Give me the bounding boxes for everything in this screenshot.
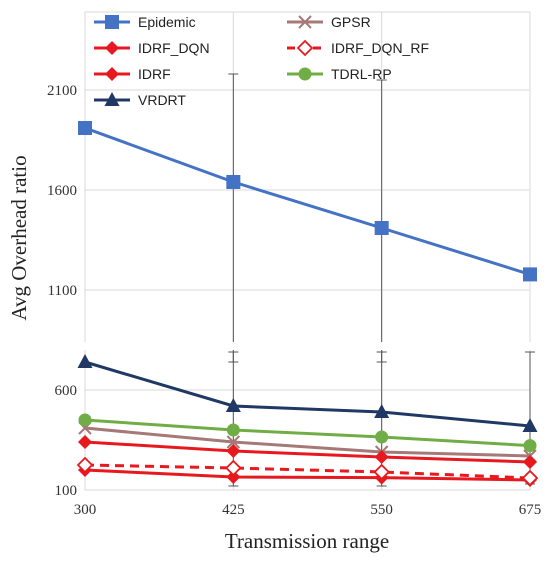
series-line-idrf_dqn: [84, 468, 531, 482]
series-line-idrf: [84, 440, 531, 464]
data-point: [226, 444, 241, 458]
data-point: [78, 435, 92, 449]
data-point: [523, 267, 537, 282]
axis-break-gap: [79, 342, 536, 350]
data-point: [375, 430, 389, 444]
x-tick-label: 425: [222, 502, 245, 518]
legend-marker: [105, 15, 119, 29]
data-point: [374, 221, 389, 235]
y-tick-label: 1100: [48, 283, 77, 299]
legend-marker: [105, 67, 119, 81]
series-line-tdrl-rp: [84, 418, 531, 448]
legend-label: IDRF: [138, 66, 171, 82]
legend-label: VRDRT: [138, 92, 186, 108]
x-tick-label: 675: [519, 502, 542, 518]
data-point: [374, 404, 390, 418]
data-point: [373, 463, 390, 481]
x-tick-label: 300: [74, 502, 97, 518]
series-lines: [84, 126, 531, 482]
y-axis-title: Avg Overhead ratio: [7, 155, 31, 320]
series-line-epidemic: [84, 126, 531, 276]
data-point: [523, 439, 537, 453]
legend-label: GPSR: [331, 14, 371, 30]
legend-label: Epidemic: [138, 14, 196, 30]
y-tick-label: 2100: [47, 83, 77, 99]
legend-label: TDRL-RP: [331, 66, 392, 82]
y-tick-label: 100: [55, 483, 78, 499]
legend-label: IDRF_DQN: [138, 40, 210, 56]
axes: 100 600 1100 1600 2100 300 425 550 675: [47, 83, 541, 518]
x-tick-label: 550: [370, 502, 393, 518]
y-tick-label: 600: [55, 383, 78, 399]
x-axis-title: Transmission range: [225, 529, 389, 553]
data-point: [226, 435, 241, 449]
series-line-vrdrt: [84, 360, 531, 428]
data-point: [226, 470, 241, 484]
legend-label: IDRF_DQN_RF: [331, 40, 429, 56]
legend: Epidemic GPSR IDRF_DQN IDRF_DQN_RF IDRF TDRL-…: [94, 14, 429, 108]
data-point: [521, 469, 539, 487]
legend-marker: [296, 39, 314, 57]
y-tick-label: 1600: [47, 183, 77, 199]
data-point: [522, 418, 538, 432]
data-point: [226, 423, 240, 437]
legend-marker: [298, 15, 312, 29]
data-point: [523, 455, 537, 469]
data-point: [225, 398, 241, 412]
series-line-gpsr: [84, 426, 531, 458]
legend-marker: [105, 41, 119, 55]
series-markers: [76, 121, 539, 487]
data-point: [77, 354, 93, 368]
legend-marker: [298, 67, 312, 81]
data-point: [374, 450, 389, 464]
legend-marker: [104, 92, 120, 106]
data-point: [78, 121, 92, 135]
data-point: [226, 175, 241, 189]
data-point: [78, 413, 92, 427]
data-point: [76, 456, 94, 474]
data-point: [225, 459, 242, 477]
error-bars: [228, 73, 535, 487]
